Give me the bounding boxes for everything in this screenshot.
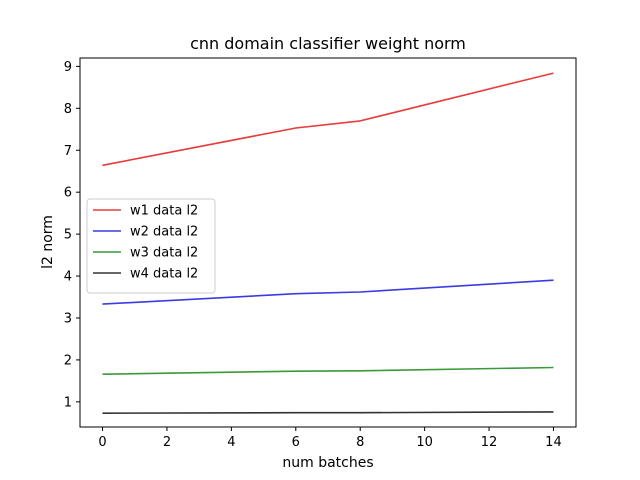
x-tick-label: 14 bbox=[545, 435, 562, 450]
series-line-4 bbox=[102, 411, 554, 415]
x-tick-label: 12 bbox=[481, 435, 498, 450]
y-tick-label: 5 bbox=[64, 228, 72, 243]
plot-frame bbox=[79, 57, 577, 428]
legend-label: w4 data l2 bbox=[130, 267, 198, 282]
series-line-3 bbox=[102, 366, 554, 375]
y-tick-label: 1 bbox=[64, 395, 72, 410]
x-tick-label: 8 bbox=[356, 435, 364, 450]
x-tick-label: 0 bbox=[98, 435, 106, 450]
y-tick-label: 8 bbox=[64, 102, 72, 117]
x-axis-label: num batches bbox=[282, 455, 373, 471]
x-tick-label: 4 bbox=[227, 435, 235, 450]
x-axis: 0 2 4 6 8 10 12 14 bbox=[98, 427, 562, 450]
legend-label: w1 data l2 bbox=[130, 204, 198, 219]
y-tick-label: 2 bbox=[64, 353, 72, 368]
legend: w1 data l2 w2 data l2 w3 data l2 w4 data l2 bbox=[86, 198, 216, 294]
legend-label: w2 data l2 bbox=[130, 225, 198, 240]
x-tick-label: 6 bbox=[292, 435, 300, 450]
legend-box bbox=[86, 198, 216, 294]
y-tick-label: 4 bbox=[64, 270, 72, 285]
y-tick-label: 9 bbox=[64, 60, 72, 75]
x-tick-label: 2 bbox=[163, 435, 171, 450]
series-line-2 bbox=[102, 279, 554, 305]
y-tick-label: 7 bbox=[64, 144, 72, 159]
y-tick-label: 3 bbox=[64, 311, 72, 326]
chart-title: cnn domain classifier weight norm bbox=[190, 34, 466, 53]
y-tick-label: 6 bbox=[64, 186, 72, 201]
y-axis-label: l2 norm bbox=[40, 215, 56, 269]
legend-label: w3 data l2 bbox=[130, 246, 198, 261]
y-axis: 1 2 3 4 5 6 7 8 9 bbox=[64, 60, 80, 410]
x-tick-label: 10 bbox=[416, 435, 433, 450]
series-lines bbox=[102, 72, 554, 415]
series-line-1 bbox=[102, 72, 554, 167]
